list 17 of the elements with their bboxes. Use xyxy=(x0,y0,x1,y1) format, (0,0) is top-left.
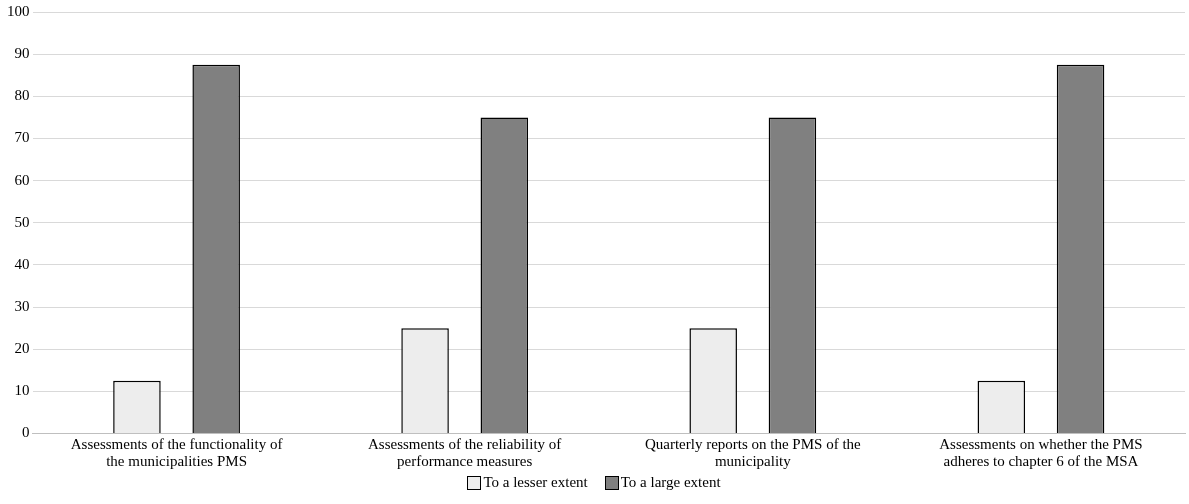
y-tick-label: 0 xyxy=(22,424,30,441)
y-tick-label: 60 xyxy=(14,171,30,188)
y-tick-label: 50 xyxy=(14,213,30,230)
x-tick-label: Assessments of the reliability of performance measures xyxy=(368,436,562,470)
y-tick-label: 30 xyxy=(14,297,30,314)
legend-label: To a large extent xyxy=(620,474,721,491)
y-tick-label: 20 xyxy=(14,340,30,357)
y-tick-label: 90 xyxy=(14,45,30,62)
x-tick-label: Assessments of the functionality of the municipalities PMS xyxy=(70,436,283,470)
x-tick-label: Assessments on whether the PMS adheres to chapter 6 of the MSA xyxy=(939,436,1143,470)
y-tick-label: 40 xyxy=(14,255,30,272)
y-tick-label: 100 xyxy=(7,2,30,19)
y-tick-label: 10 xyxy=(14,382,30,399)
x-tick-label: Quarterly reports on the PMS of the municipality xyxy=(644,436,862,470)
y-tick-label: 80 xyxy=(14,87,30,104)
y-tick-label: 70 xyxy=(14,129,30,146)
legend-label: To a lesser extent xyxy=(483,474,588,491)
